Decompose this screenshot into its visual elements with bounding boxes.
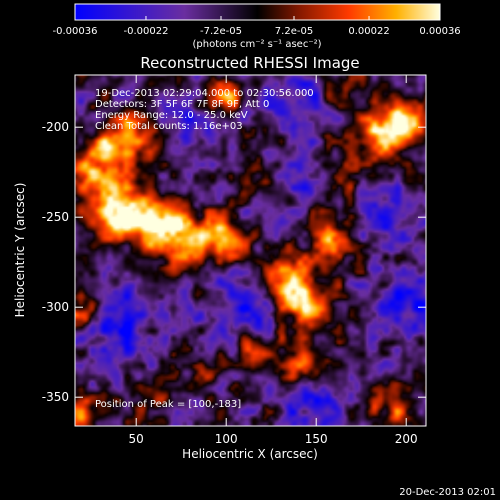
chart-title: Reconstructed RHESSI Image [140,54,359,72]
x-tick-label: 150 [305,432,328,446]
annotation-block: 19-Dec-2013 02:29:04.000 to 02:30:56.000… [95,88,314,132]
colorbar-tick-label: 0.00036 [419,26,460,37]
x-tick-label: 100 [215,432,238,446]
colorbar-tick-label: 7.2e-05 [275,26,313,37]
colorbar: -0.00036 -0.00022 -7.2e-05 7.2e-05 0.00022 0.… [53,3,461,50]
heatmap-image [75,75,426,426]
plot-frame [74,74,427,427]
colorbar-units-label: (photons cm⁻² s⁻¹ asec⁻²) [192,39,321,50]
y-tick-label: -250 [42,210,69,224]
annotation-line: Energy Range: 12.0 - 25.0 keV [95,110,248,121]
colorbar-gradient [75,4,440,20]
heatmap-plot [75,75,426,426]
colorbar-tick-label: 0.00022 [348,26,389,37]
colorbar-frame [74,3,441,21]
colorbar-tick-label: -0.00022 [123,26,168,37]
colorbar-tick-label: -0.00036 [53,26,98,37]
x-tick-label: 200 [395,432,418,446]
peak-label: Position of Peak = [100,-183] [95,399,241,410]
annotation-line: Clean Total counts: 1.16e+03 [95,121,243,132]
y-tick-label: -200 [42,120,69,134]
colorbar-tick-label: -7.2e-05 [200,26,242,37]
colorbar-ticks: -0.00036 -0.00022 -7.2e-05 7.2e-05 0.00022 0.… [53,16,461,37]
footer-timestamp: 20-Dec-2013 02:01 [399,487,496,498]
x-axis-label: Heliocentric X (arcsec) [182,447,318,461]
y-tick-label: -350 [42,390,69,404]
annotation-line: 19-Dec-2013 02:29:04.000 to 02:30:56.000 [95,88,314,99]
y-axis: -200 -250 -300 -350 [42,120,426,404]
x-axis: 50 100 150 200 [129,75,418,446]
y-tick-label: -300 [42,300,69,314]
y-axis-label: Heliocentric Y (arcsec) [13,183,27,318]
annotation-line: Detectors: 3F 5F 6F 7F 8F 9F, Att 0 [95,99,269,110]
x-tick-label: 50 [129,432,144,446]
